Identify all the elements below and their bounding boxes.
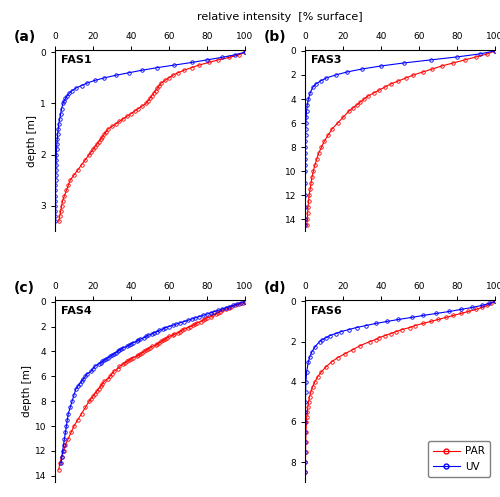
Text: FAS3: FAS3 [311,55,342,65]
Y-axis label: depth [m]: depth [m] [22,365,32,417]
Legend: PAR, UV: PAR, UV [428,441,490,477]
Text: FAS1: FAS1 [60,55,92,65]
Text: relative intensity  [% surface]: relative intensity [% surface] [197,12,363,22]
Text: (d): (d) [264,281,286,295]
Text: (a): (a) [14,30,36,44]
Text: (c): (c) [14,281,34,295]
Y-axis label: depth [m]: depth [m] [28,114,38,166]
Text: (b): (b) [264,30,286,44]
Text: FAS6: FAS6 [311,306,342,316]
Text: FAS4: FAS4 [60,306,92,316]
